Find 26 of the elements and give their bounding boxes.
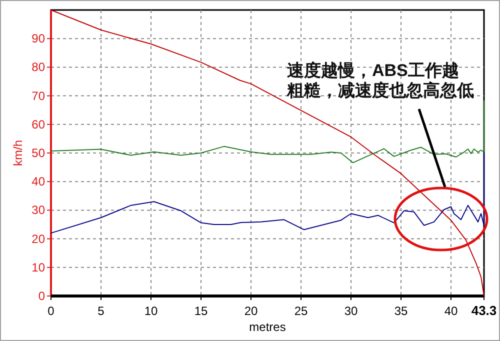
x-tick-label: 43.3: [471, 303, 497, 318]
y-tick-label: 40: [32, 174, 46, 189]
y-tick-label: 70: [32, 88, 46, 103]
line-series: [50, 10, 484, 296]
annotation: 速度越慢，ABS工作越粗糙，减速度也忽高忽低: [286, 61, 474, 100]
x-tick-label: 10: [144, 304, 158, 318]
y-tick-label: 20: [32, 232, 46, 246]
y-tick-label: 10: [32, 260, 46, 274]
x-axis-title: metres: [249, 320, 286, 334]
y-tick-label: 90: [32, 32, 46, 46]
x-tick-label: 0: [48, 304, 55, 318]
line-series: [50, 152, 484, 234]
x-tick-label: 15: [194, 304, 208, 318]
x-tick-label: 40: [444, 304, 458, 318]
y-tick-label: 60: [32, 117, 46, 132]
y-axis-title: km/h: [11, 140, 25, 166]
y-tick-label: 30: [32, 203, 46, 218]
x-tick-label: 25: [294, 304, 308, 318]
line-series: [50, 100, 484, 164]
y-tick-label: 0: [38, 289, 46, 303]
y-tick-label: 50: [32, 146, 46, 160]
x-tick-label: 35: [394, 304, 408, 318]
y-tick-label: 80: [32, 60, 46, 74]
x-tick-label: 30: [344, 304, 358, 318]
x-tick-label: 5: [98, 304, 105, 318]
x-tick-label: 20: [244, 304, 258, 318]
